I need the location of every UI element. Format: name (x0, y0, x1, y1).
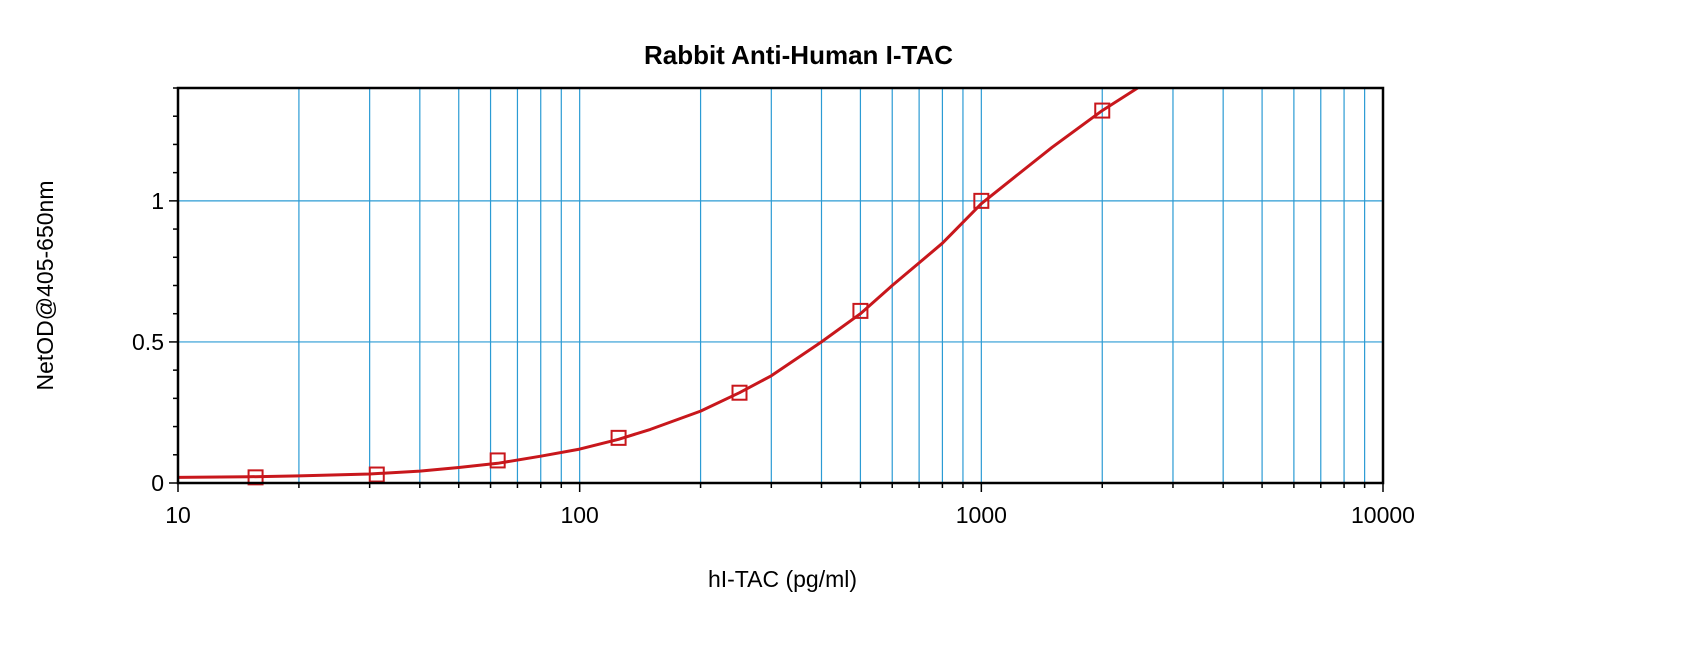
tick-labels: 10 100 1000 10000 0 0.5 1 (132, 188, 1415, 528)
data-point (368, 466, 385, 483)
data-point (1094, 102, 1111, 119)
x-tick-label: 10000 (1351, 502, 1415, 528)
x-tick-label: 1000 (956, 502, 1007, 528)
y-tick-label: 0 (151, 470, 164, 496)
y-tick-label: 0.5 (132, 329, 164, 355)
chart-title: Rabbit Anti-Human I-TAC (644, 40, 953, 70)
data-points (247, 102, 1111, 486)
data-point (247, 469, 264, 486)
x-axis-label: hI-TAC (pg/ml) (708, 566, 857, 592)
y-tick-label: 1 (151, 188, 164, 214)
data-point (852, 302, 869, 319)
data-point (610, 429, 627, 446)
fit-curve-layer (177, 86, 1139, 479)
plot-frame (176, 86, 1385, 485)
data-point (731, 384, 748, 401)
x-tick-label: 10 (165, 502, 191, 528)
data-point (489, 452, 506, 469)
fit-curve (177, 86, 1139, 479)
y-axis-label: NetOD@405-650nm (32, 181, 58, 391)
gridlines (178, 88, 1383, 483)
data-point (973, 192, 990, 209)
x-tick-label: 100 (560, 502, 598, 528)
axis-ticks (169, 87, 1384, 492)
